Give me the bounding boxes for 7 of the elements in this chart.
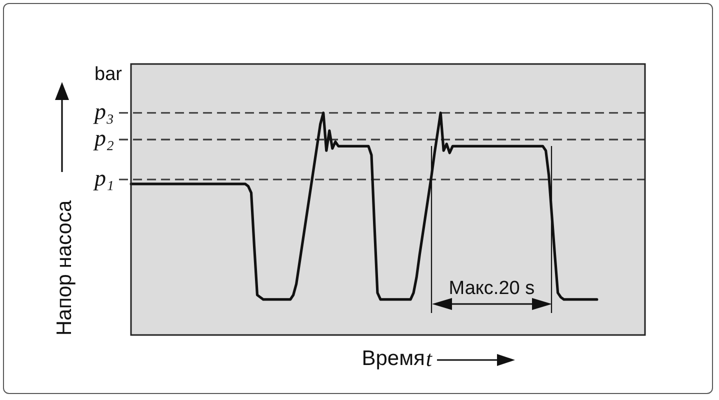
ref-line-label: p₁ bbox=[92, 166, 114, 191]
text: bar bbox=[94, 64, 123, 86]
ref-line-label: p₃ bbox=[92, 98, 114, 124]
ref-line-label: p₂ bbox=[92, 126, 114, 151]
x-axis-title: Времяt bbox=[362, 346, 433, 371]
annotation: Макс.20 s bbox=[448, 278, 535, 299]
y-axis-title: Напор насоса bbox=[52, 200, 76, 336]
